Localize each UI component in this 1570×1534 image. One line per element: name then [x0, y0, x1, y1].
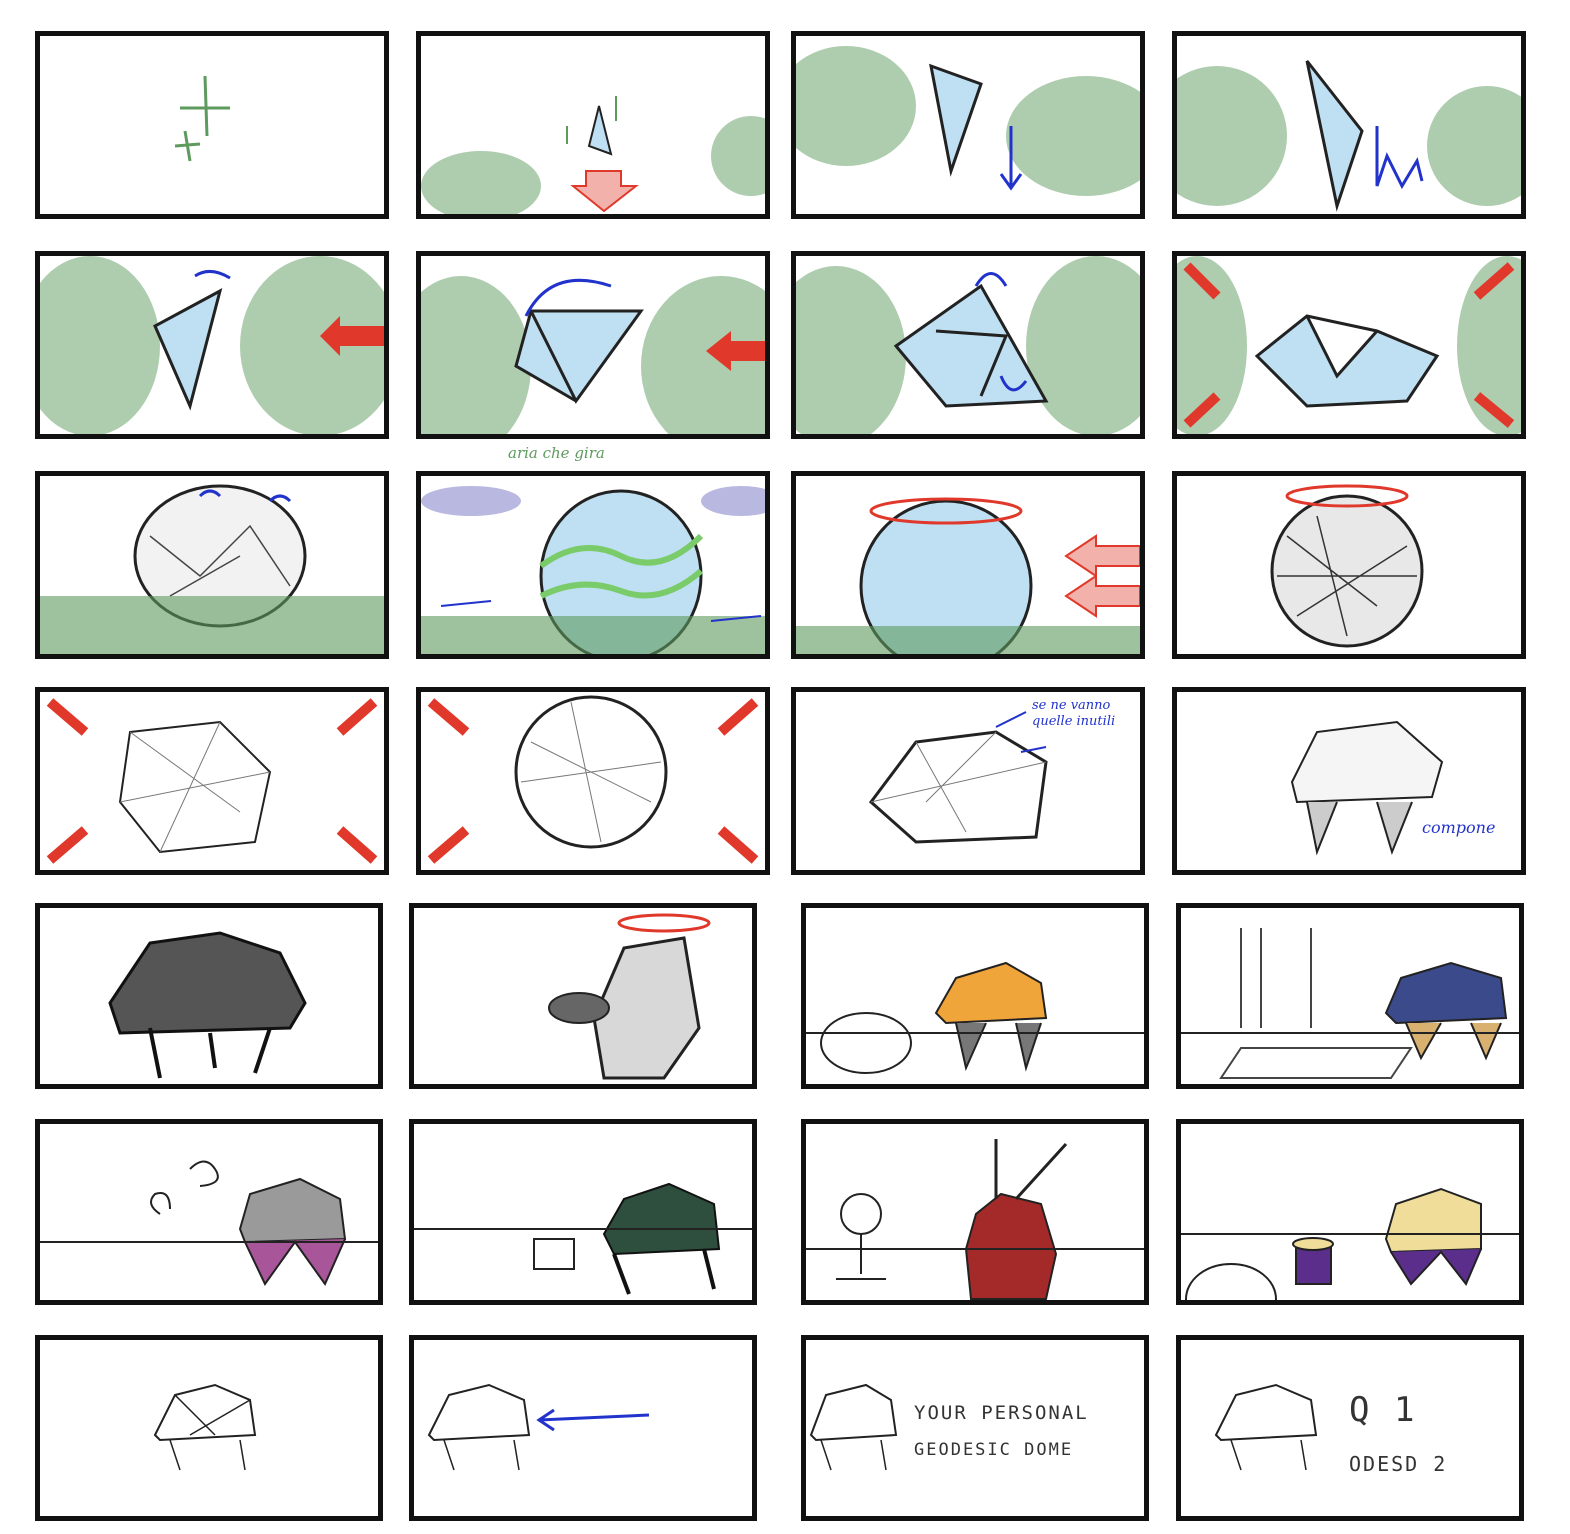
frame-8-shards-expand — [1172, 251, 1526, 439]
sparkle-icon — [40, 36, 384, 214]
frame-11-dome-spin — [791, 471, 1145, 659]
frame-3-shard-forest — [791, 31, 1145, 219]
frame-13-dome-shrink — [35, 687, 389, 875]
left-arrow-icon — [1066, 536, 1140, 616]
frame-23-crimson-chair — [801, 1119, 1149, 1305]
frame-4-shard-bounce — [1172, 31, 1526, 219]
frame-14-dome-shrink — [416, 687, 770, 875]
frame-27-title-card: YOUR PERSONAL GEODESIC DOME — [801, 1335, 1149, 1521]
shrink-arrow-icon — [50, 702, 374, 860]
frame-10-dome-wind — [416, 471, 770, 659]
frame-12-dome-scribble — [1172, 471, 1526, 659]
caption-line-2: GEODESIC DOME — [914, 1440, 1073, 1460]
frame-20-navy-chair — [1176, 903, 1524, 1089]
frame-18-chair-rotate — [409, 903, 757, 1089]
bounce-arrow-icon — [1377, 126, 1422, 186]
shrink-arrow-icon — [431, 702, 755, 860]
frame-26-chair-arrow — [409, 1335, 757, 1521]
note-aria: aria che gira — [508, 444, 605, 462]
frame-16-chair-forms: compone — [1172, 687, 1526, 875]
left-arrow-icon — [539, 1410, 649, 1430]
frame-25-chair-sketch — [35, 1335, 383, 1521]
frame-6-shards-join — [416, 251, 770, 439]
frame-2-falling-shard — [416, 31, 770, 219]
frame-17-dark-chair — [35, 903, 383, 1089]
frame-28-end-card: Q 1 ODESD 2 — [1176, 1335, 1524, 1521]
frame-24-cream-chair — [1176, 1119, 1524, 1305]
frame-9-dome-forest — [35, 471, 389, 659]
caption-odesd: ODESD 2 — [1349, 1452, 1447, 1476]
frame-15-dome-open: se ne vanno quelle inutili — [791, 687, 1145, 875]
down-arrow-icon — [573, 171, 636, 211]
frame-19-orange-chair — [801, 903, 1149, 1089]
frame-7-shards-grow — [791, 251, 1145, 439]
caption-line-1: YOUR PERSONAL — [914, 1402, 1089, 1424]
frame-1-sparkles — [35, 31, 389, 219]
rotate-arrow-icon — [195, 271, 230, 278]
note-compone: compone — [1422, 818, 1495, 837]
frame-21-magenta-chair — [35, 1119, 383, 1305]
frame-22-green-chair — [409, 1119, 757, 1305]
note-se-ne-vanno: se ne vanno quelle inutili — [1032, 698, 1137, 731]
caption-q1: Q 1 — [1349, 1390, 1416, 1430]
frame-5-shard-rotate — [35, 251, 389, 439]
